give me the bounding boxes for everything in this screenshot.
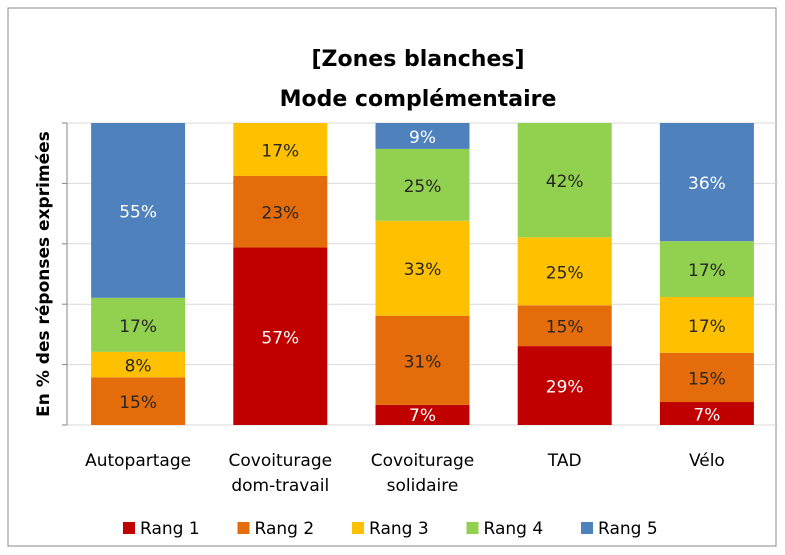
- legend-swatch: [352, 522, 364, 534]
- legend-label: Rang 4: [484, 519, 544, 539]
- bar-segment: [659, 352, 754, 403]
- legend-label: Rang 1: [140, 519, 200, 539]
- data-label: 8%: [125, 357, 152, 377]
- bar-segment: [233, 175, 328, 248]
- data-label: 25%: [404, 177, 442, 197]
- bar-segment: [91, 123, 186, 298]
- data-label: 33%: [404, 260, 442, 280]
- x-tick-label: Vélo: [689, 451, 725, 471]
- legend-swatch: [123, 522, 135, 534]
- data-label: 7%: [409, 406, 436, 426]
- bar-segment: [375, 148, 470, 221]
- data-label: 9%: [409, 128, 436, 148]
- data-label: 25%: [546, 263, 584, 283]
- y-axis-label: En % des réponses exprimées: [34, 131, 54, 417]
- bar-segment: [375, 404, 470, 425]
- legend-swatch: [237, 522, 250, 534]
- data-label: 57%: [261, 328, 299, 348]
- legend-swatch: [581, 522, 593, 534]
- bar-segment: [659, 123, 754, 242]
- data-label: 17%: [119, 317, 157, 337]
- data-label: 42%: [546, 172, 584, 192]
- x-tick-label: Autopartage: [85, 451, 191, 471]
- data-label: 17%: [688, 317, 726, 337]
- bar-segment: [517, 237, 612, 306]
- bar-segment: [375, 315, 470, 405]
- data-label: 17%: [261, 141, 299, 161]
- data-label: 55%: [119, 202, 157, 222]
- data-label: 7%: [693, 406, 720, 426]
- bar-segment: [517, 123, 612, 238]
- bar-segment: [659, 241, 754, 297]
- data-label: 29%: [546, 378, 584, 398]
- data-label: 15%: [688, 369, 726, 389]
- x-tick-label: TAD: [547, 451, 582, 471]
- legend-label: Rang 3: [369, 519, 429, 539]
- x-tick-label: Covoiturage dom-travail: [229, 451, 333, 496]
- bar-segment: [517, 305, 612, 347]
- legend-swatch: [466, 522, 479, 534]
- bar-segment: [517, 346, 612, 425]
- data-label: 17%: [688, 261, 726, 281]
- legend-label: Rang 5: [598, 519, 658, 539]
- data-label: 23%: [261, 204, 299, 224]
- bar-segment: [233, 123, 328, 176]
- bar-segment: [91, 377, 186, 425]
- bar-segment: [91, 351, 186, 378]
- bar-segment: [91, 297, 186, 352]
- chart-title: [Zones blanches] Mode complémentaire: [280, 47, 557, 112]
- bar-segment: [375, 220, 470, 316]
- bar-segment: [375, 123, 470, 149]
- bar-segment: [233, 247, 328, 425]
- data-label: 15%: [546, 318, 584, 338]
- x-tick-label: Covoiturage solidaire: [371, 451, 475, 496]
- bar-segment: [659, 402, 754, 425]
- bar-segment: [659, 296, 754, 353]
- data-label: 31%: [404, 352, 442, 372]
- data-label: 36%: [688, 174, 726, 194]
- data-label: 15%: [119, 393, 157, 413]
- legend-label: Rang 2: [255, 519, 315, 539]
